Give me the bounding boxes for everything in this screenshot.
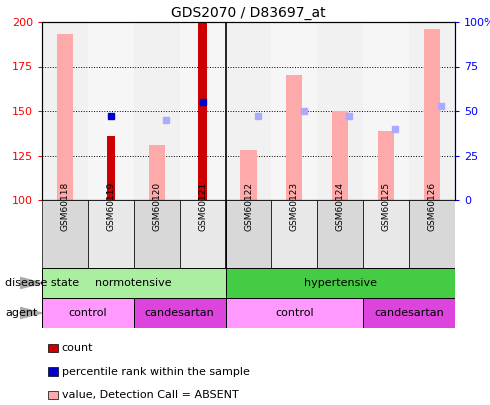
Text: hypertensive: hypertensive: [304, 278, 377, 288]
Bar: [88, 200, 134, 268]
Bar: [88, 22, 134, 200]
Text: GSM60125: GSM60125: [382, 181, 391, 230]
Bar: [180, 22, 225, 200]
Bar: [271, 200, 318, 268]
Bar: [286, 75, 302, 200]
Text: control: control: [275, 308, 314, 318]
Title: GDS2070 / D83697_at: GDS2070 / D83697_at: [171, 6, 326, 19]
Bar: [134, 22, 180, 200]
Text: normotensive: normotensive: [96, 278, 172, 288]
Text: GSM60126: GSM60126: [428, 181, 437, 230]
Bar: [363, 200, 409, 268]
Bar: [225, 22, 271, 200]
Bar: [48, 344, 58, 352]
Text: GSM60123: GSM60123: [290, 181, 299, 230]
Bar: [42, 200, 88, 268]
Bar: [134, 298, 225, 328]
Bar: [318, 22, 363, 200]
Text: count: count: [62, 343, 93, 353]
Bar: [378, 130, 394, 200]
Bar: [148, 145, 165, 200]
Bar: [42, 22, 88, 200]
Bar: [225, 200, 271, 268]
Bar: [107, 136, 115, 200]
Text: control: control: [69, 308, 107, 318]
Text: agent: agent: [5, 308, 37, 318]
Text: GSM60121: GSM60121: [198, 181, 207, 230]
Bar: [42, 268, 225, 298]
Text: percentile rank within the sample: percentile rank within the sample: [62, 367, 249, 377]
Bar: [271, 22, 318, 200]
Bar: [225, 268, 455, 298]
Text: candesartan: candesartan: [374, 308, 444, 318]
Text: GSM60119: GSM60119: [106, 181, 115, 230]
Polygon shape: [20, 307, 42, 319]
Bar: [363, 22, 409, 200]
Bar: [48, 367, 58, 375]
Text: candesartan: candesartan: [145, 308, 215, 318]
Bar: [241, 150, 257, 200]
Bar: [332, 111, 348, 200]
Bar: [42, 298, 134, 328]
Bar: [409, 22, 455, 200]
Polygon shape: [20, 277, 42, 289]
Text: GSM60122: GSM60122: [244, 181, 253, 230]
Bar: [409, 200, 455, 268]
Bar: [180, 200, 225, 268]
Bar: [48, 391, 58, 399]
Bar: [424, 29, 440, 200]
Text: disease state: disease state: [5, 278, 79, 288]
Bar: [363, 298, 455, 328]
Bar: [318, 200, 363, 268]
Bar: [198, 22, 207, 200]
Bar: [225, 298, 363, 328]
Text: GSM60120: GSM60120: [152, 181, 161, 230]
Text: GSM60118: GSM60118: [60, 181, 70, 230]
Text: value, Detection Call = ABSENT: value, Detection Call = ABSENT: [62, 390, 238, 400]
Text: GSM60124: GSM60124: [336, 181, 345, 230]
Bar: [57, 34, 73, 200]
Bar: [134, 200, 180, 268]
